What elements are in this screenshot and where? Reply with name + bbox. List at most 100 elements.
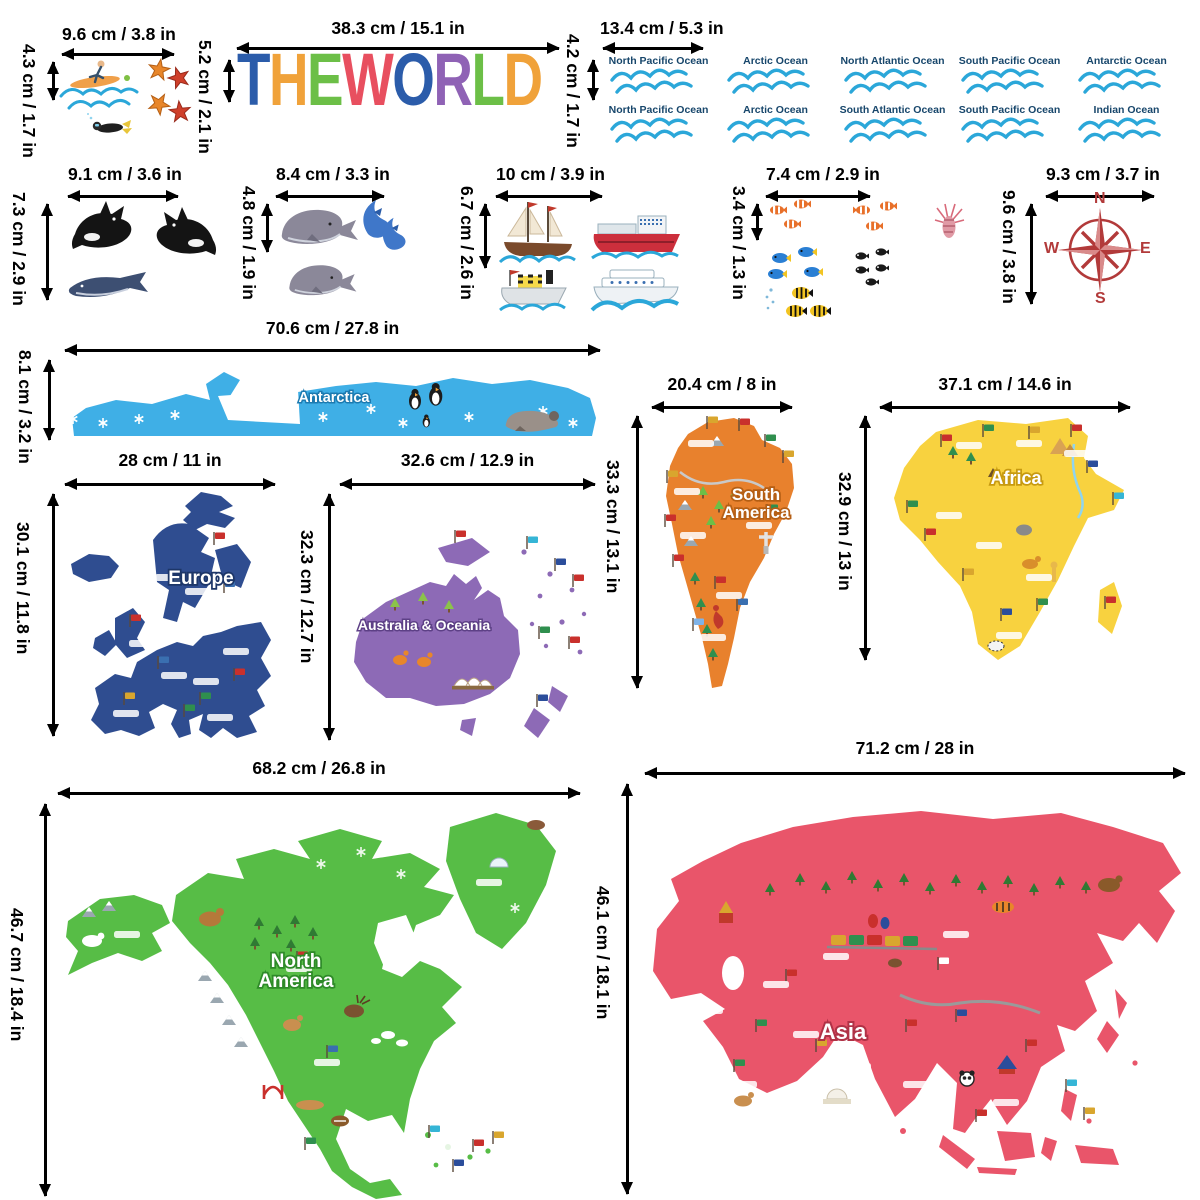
sumatra-landmass <box>939 1135 975 1169</box>
whales-width-label: 8.4 cm / 3.3 in <box>276 164 390 184</box>
australia-oceania-map: Australia & Oceania <box>354 529 587 738</box>
tropical-fish-art <box>765 199 965 318</box>
clownfish-icons <box>770 199 811 229</box>
australia-height-arrow <box>323 493 335 741</box>
ocean-label: Arctic Ocean <box>743 104 808 116</box>
compass-width-arrow <box>1045 190 1155 202</box>
ocean-label: South Pacific Ocean <box>958 55 1061 67</box>
blue-whale-icon <box>68 272 148 297</box>
ocean-sticker: North Pacific Ocean <box>600 55 717 102</box>
asia-mainland <box>653 811 1181 1133</box>
fish-height-arrow <box>751 203 763 241</box>
title-width-arrow <box>236 42 560 54</box>
compass-east-label: E <box>1140 240 1151 257</box>
ocean-sticker: South Atlantic Ocean <box>834 104 951 151</box>
whales-height-arrow <box>261 203 273 253</box>
opera-house-icon <box>452 677 494 690</box>
surf-width-arrow <box>61 48 175 60</box>
christ-statue-icon <box>759 532 773 554</box>
ocean-label: South Atlantic Ocean <box>839 104 946 116</box>
oceans-height-label: 4.2 cm / 1.7 in <box>563 34 583 148</box>
great-lakes <box>371 1031 408 1047</box>
lionfish-icon <box>934 203 965 238</box>
europe-height-arrow <box>47 493 59 737</box>
south-america-height-arrow <box>631 415 643 689</box>
surf-width-label: 9.6 cm / 3.8 in <box>62 24 176 44</box>
australia-height-label: 32.3 cm / 12.7 in <box>297 530 317 664</box>
antarctica-width-label: 70.6 cm / 27.8 in <box>265 318 400 338</box>
fish-height-label: 3.4 cm / 1.3 in <box>729 186 749 300</box>
philippines-landmass <box>1061 1089 1077 1121</box>
antarctica-width-arrow <box>64 344 601 356</box>
north-america-height-label: 46.7 cm / 18.4 in <box>7 908 27 1042</box>
asia-map: Asia <box>653 811 1181 1175</box>
ocean-sticker: Antarctic Ocean <box>1068 55 1185 102</box>
ocean-label: Indian Ocean <box>1093 104 1160 116</box>
surf-height-label: 4.3 cm / 1.7 in <box>19 44 39 158</box>
africa-width-arrow <box>879 401 1131 413</box>
nile-river <box>1071 443 1084 519</box>
orcas-width-label: 9.1 cm / 3.6 in <box>68 164 182 184</box>
scandinavia-landmass <box>153 523 215 622</box>
animal-icons <box>987 524 1058 652</box>
wave-icon <box>960 117 1044 143</box>
title-height-label: 5.2 cm / 2.1 in <box>195 40 215 154</box>
madagascar-landmass <box>1098 582 1122 634</box>
antarctica-label: Antarctica <box>299 390 371 406</box>
africa-height-arrow <box>859 415 871 661</box>
compass-rose-icon <box>1058 208 1142 292</box>
borneo-landmass <box>997 1131 1035 1161</box>
europe-width-arrow <box>64 478 276 490</box>
ships-width-arrow <box>495 190 603 202</box>
right-whale-icon <box>280 208 359 245</box>
wave-icon <box>726 68 810 94</box>
whales-width-arrow <box>275 190 385 202</box>
ocean-label: North Pacific Ocean <box>608 55 709 67</box>
ocean-label: Antarctic Ocean <box>1086 55 1167 67</box>
japan-landmass <box>1097 989 1127 1053</box>
surf-waves-icon <box>59 87 139 110</box>
ships-art <box>498 202 680 312</box>
australia-landmass <box>354 574 520 706</box>
wave-icon <box>843 117 927 143</box>
surfer-starfish-diver-art <box>59 57 192 134</box>
wave-icon <box>843 68 927 94</box>
new-zealand-south-landmass <box>524 708 550 738</box>
compass-width-label: 9.3 cm / 3.7 in <box>1046 164 1160 184</box>
title-letter: E <box>307 38 344 121</box>
europe-label: Europe <box>168 568 233 589</box>
asia-width-arrow <box>644 767 1186 779</box>
iceland-landmass <box>71 554 119 582</box>
ocean-sticker: Indian Ocean <box>1068 104 1185 151</box>
south-america-label: America <box>722 503 790 522</box>
clownfish-icons <box>853 201 897 231</box>
asia-label: Asia <box>820 1019 867 1044</box>
ocean-label: North Atlantic Ocean <box>840 55 945 67</box>
svalbard-landmass <box>183 492 235 530</box>
ocean-label: South Pacific Ocean <box>958 104 1061 116</box>
amazon-river <box>679 471 765 490</box>
orca-whale-art <box>68 201 217 297</box>
south-america-width-label: 20.4 cm / 8 in <box>667 374 777 394</box>
ships-width-label: 10 cm / 3.9 in <box>496 164 605 184</box>
wave-icon <box>726 117 810 143</box>
north-america-map: North America <box>66 813 556 1199</box>
south-america-label: South <box>732 485 780 504</box>
wave-icon <box>1077 117 1161 143</box>
cargo-ship-icon <box>591 215 680 260</box>
caspian-sea <box>722 956 744 990</box>
north-america-width-arrow <box>57 787 581 799</box>
orcas-height-arrow <box>41 203 53 301</box>
south-america-landmass <box>666 418 794 688</box>
title-height-arrow <box>223 59 235 103</box>
trans-siberian-train-icon <box>826 935 938 951</box>
right-whale-icon <box>288 264 358 297</box>
compass-rose: N E S W <box>1044 190 1151 307</box>
orca-icon <box>71 201 132 249</box>
ocean-sticker: North Pacific Ocean <box>600 104 717 151</box>
wave-icon <box>960 68 1044 94</box>
africa-map: Africa <box>894 418 1132 660</box>
whales-height-label: 4.8 cm / 1.9 in <box>239 186 259 300</box>
